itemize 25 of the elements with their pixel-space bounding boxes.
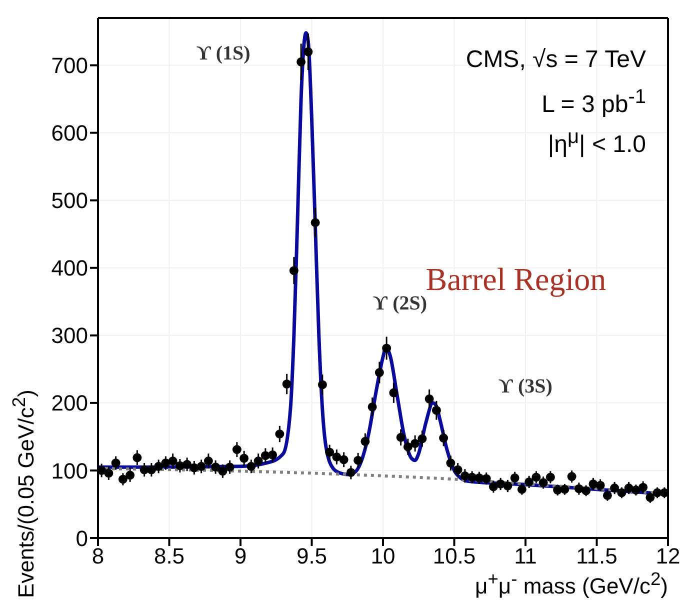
y-tick-label: 600	[51, 120, 88, 146]
x-tick-label: 11	[514, 544, 537, 569]
x-tick-label: 8	[92, 544, 104, 569]
annotation: |η$^{μ}$| < 1.0	[548, 126, 646, 159]
y-tick-label: 500	[51, 188, 88, 214]
y-tick-label: 400	[51, 256, 88, 281]
x-tick-label: 9	[234, 544, 247, 569]
annotation: ϒ (3S)	[498, 376, 552, 399]
x-tick-label: 10	[370, 544, 396, 569]
x-tick-label: 10.5	[432, 544, 476, 569]
annotation: L = 3 pb$^{-1}$	[542, 86, 646, 119]
annotation: ϒ (2S)	[373, 292, 428, 316]
y-tick-label: 100	[51, 458, 88, 484]
y-tick-label: 300	[51, 323, 88, 348]
annotation: CMS, √s = 7 TeV	[466, 46, 646, 74]
x-tick-label: 9.5	[296, 544, 328, 569]
x-tick-label: 12	[656, 544, 680, 569]
annotation: Barrel Region	[426, 261, 606, 298]
y-tick-label: 700	[51, 53, 88, 78]
y-tick-label: 200	[51, 390, 88, 416]
annotation: ϒ (1S)	[196, 42, 250, 66]
y-tick-label: 0	[76, 526, 88, 551]
x-axis-title: μ$^{+}$μ$^{-}$ mass (GeV/c$^{2}$)	[475, 568, 668, 600]
x-tick-label: 11.5	[576, 544, 618, 569]
x-tick-label: 8.5	[154, 544, 185, 569]
